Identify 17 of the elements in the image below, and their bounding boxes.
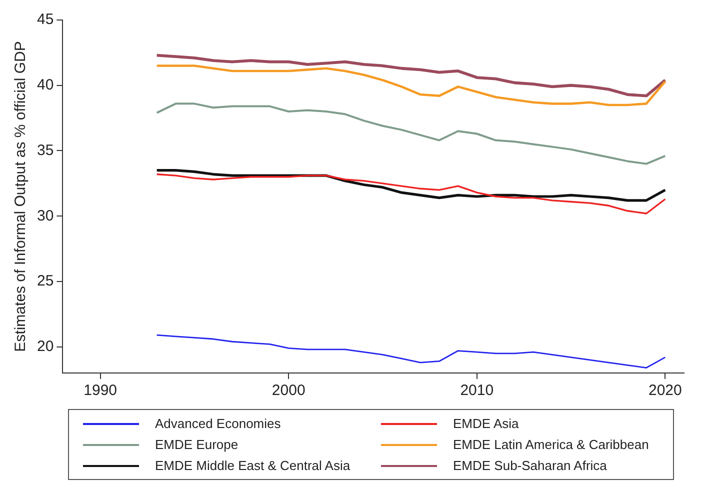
y-tick-label: 45 xyxy=(36,11,54,28)
y-tick-label: 35 xyxy=(36,142,54,159)
x-tick-label: 2000 xyxy=(272,382,306,400)
legend-label: EMDE Europe xyxy=(155,437,238,452)
y-tick-label: 20 xyxy=(36,338,54,355)
y-tick-label: 40 xyxy=(36,76,54,94)
legend-label: EMDE Latin America & Caribbean xyxy=(453,437,649,452)
y-axis-title: Estimates of Informal Output as % official GDP xyxy=(12,41,30,352)
legend-label: EMDE Sub-Saharan Africa xyxy=(453,458,607,473)
x-tick-label: 1990 xyxy=(84,382,118,400)
x-tick-label: 2020 xyxy=(648,382,682,400)
legend-label: EMDE Asia xyxy=(453,416,519,431)
legend-label: Advanced Economies xyxy=(155,416,281,431)
y-tick-label: 25 xyxy=(36,272,54,290)
legend-label: EMDE Middle East & Central Asia xyxy=(155,458,350,473)
y-tick-label: 30 xyxy=(36,207,54,224)
x-tick-label: 2010 xyxy=(460,382,494,400)
